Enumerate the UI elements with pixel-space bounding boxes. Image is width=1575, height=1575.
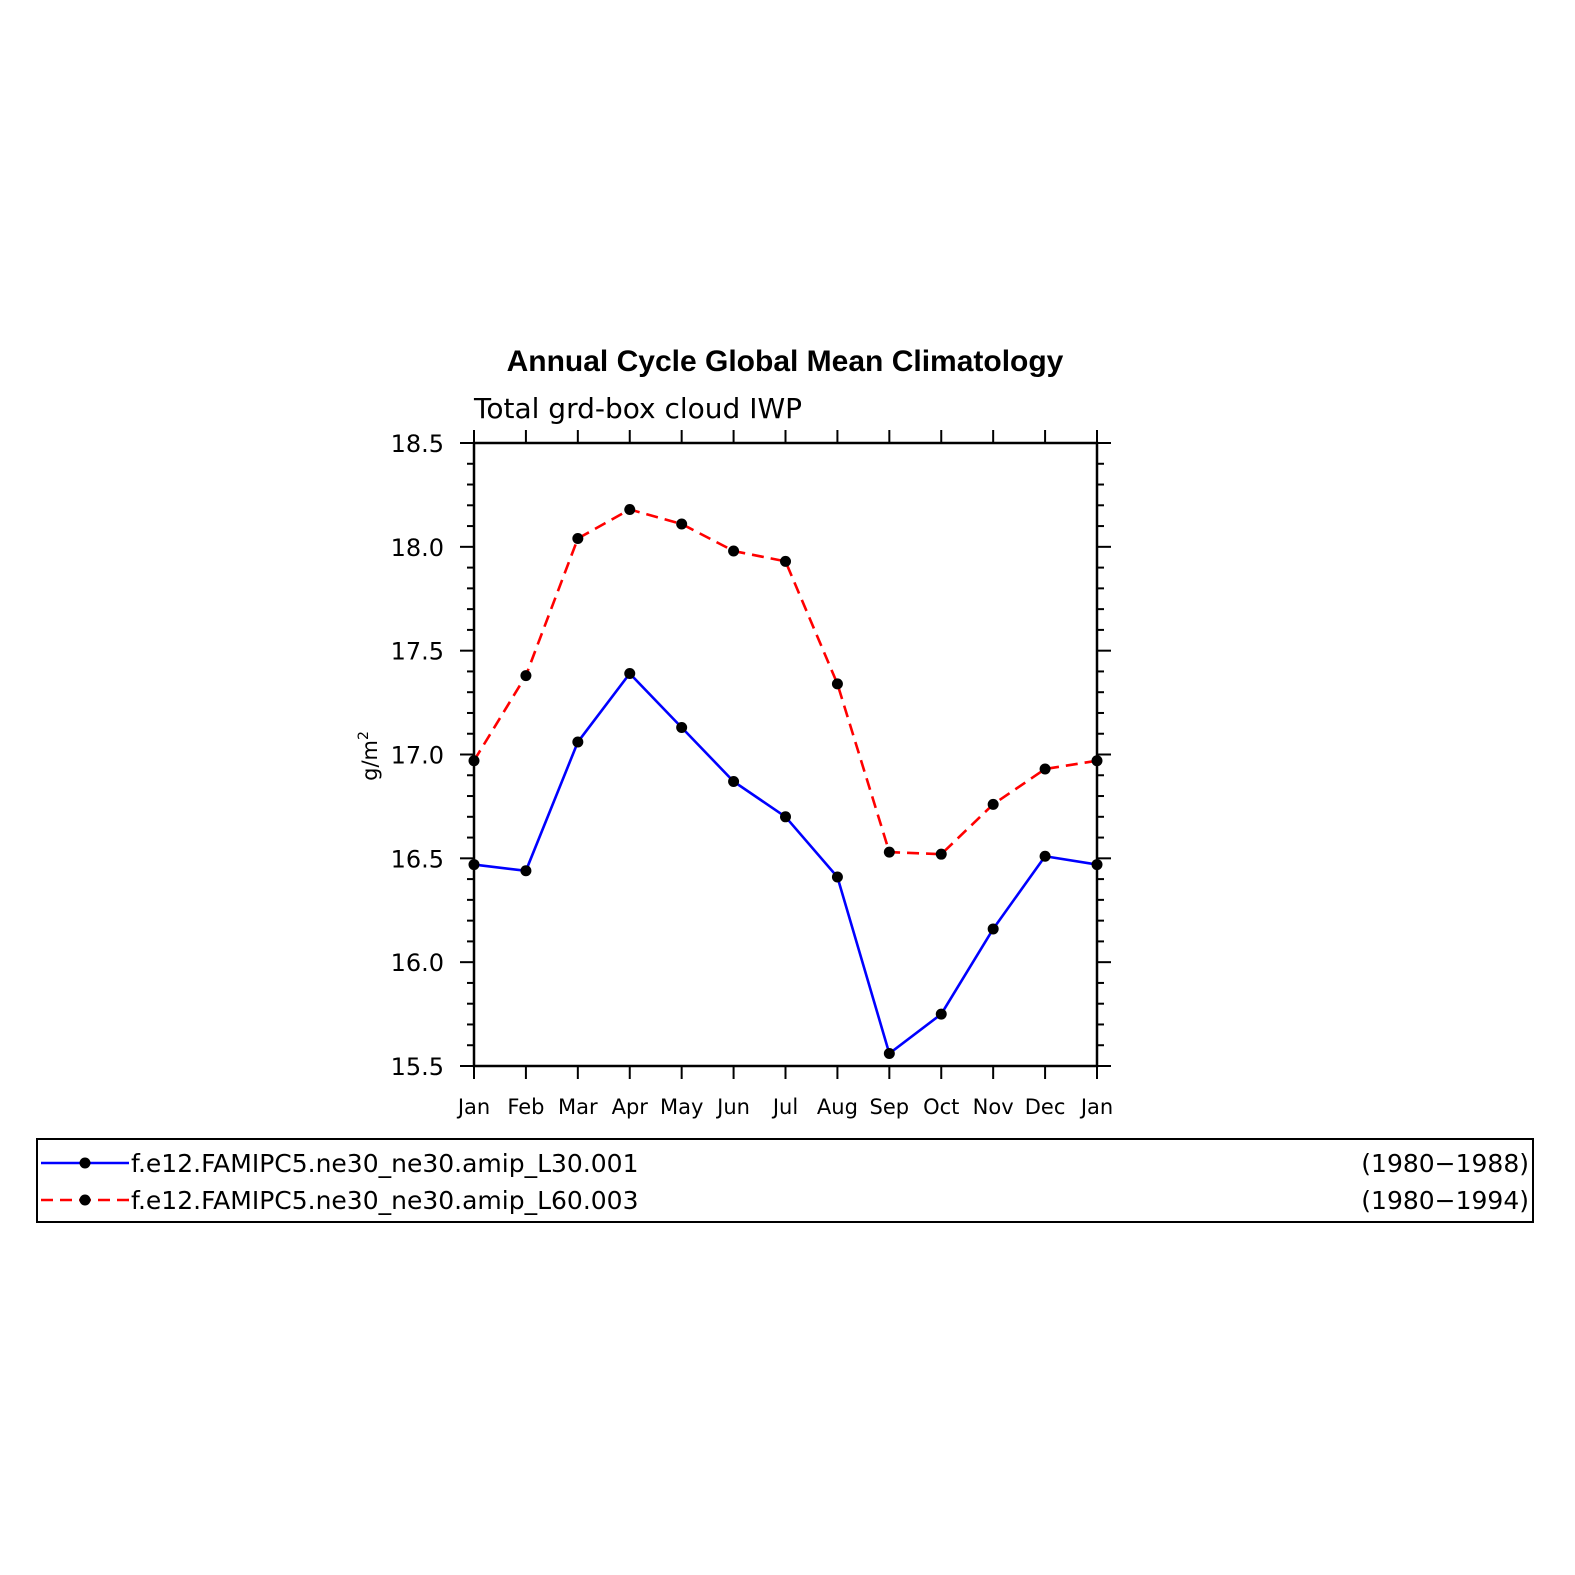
x-tick-label: Mar bbox=[558, 1095, 598, 1119]
series-point bbox=[520, 670, 532, 682]
y-tick-label: 17.0 bbox=[391, 742, 444, 770]
x-tick-label: Dec bbox=[1025, 1095, 1066, 1119]
x-tick-label: Jul bbox=[771, 1095, 798, 1119]
legend-box bbox=[36, 1138, 1534, 1223]
series-point bbox=[572, 533, 584, 545]
x-tick-label: Sep bbox=[870, 1095, 910, 1119]
series-point bbox=[624, 503, 636, 515]
series-point bbox=[935, 848, 947, 860]
series-point bbox=[520, 865, 532, 877]
y-tick-label: 17.5 bbox=[391, 638, 444, 666]
y-tick-label: 16.0 bbox=[391, 949, 444, 977]
x-tick-label: Apr bbox=[612, 1095, 649, 1119]
series-point bbox=[987, 798, 999, 810]
y-axis-label-superscript: 2 bbox=[356, 731, 372, 740]
x-tick-label: Jun bbox=[715, 1095, 750, 1119]
legend: f.e12.FAMIPC5.ne30_ne30.amip_L30.001 (198… bbox=[41, 1149, 1529, 1215]
series-point bbox=[1039, 763, 1051, 775]
y-axis-label-unit: g/m bbox=[358, 740, 382, 781]
series-point bbox=[987, 923, 999, 935]
legend-marker bbox=[79, 1194, 91, 1206]
legend-marker bbox=[79, 1157, 91, 1169]
x-tick-label: May bbox=[660, 1095, 703, 1119]
series-point bbox=[468, 859, 480, 871]
x-tick-label: Oct bbox=[923, 1095, 959, 1119]
series-point bbox=[780, 811, 791, 823]
series-point bbox=[572, 736, 584, 748]
y-axis-label: g/m2 bbox=[356, 731, 382, 781]
series-line bbox=[473, 671, 1098, 1056]
series-point bbox=[1091, 755, 1103, 767]
x-tick-label: Aug bbox=[817, 1095, 858, 1119]
x-tick-labels: Jan Feb Mar Apr May Jun Jul Aug Sep Oct Nov Dec Jan bbox=[456, 1095, 1113, 1119]
plot-axes bbox=[460, 430, 1111, 1079]
series-point bbox=[883, 846, 895, 858]
series-point bbox=[728, 775, 740, 787]
y-tick-label: 18.0 bbox=[391, 534, 444, 562]
legend-years: (1980−1988) bbox=[1361, 1149, 1529, 1178]
series-point bbox=[468, 755, 480, 767]
series-point bbox=[883, 1048, 895, 1060]
series-point bbox=[624, 668, 636, 680]
x-tick-label: Feb bbox=[507, 1095, 544, 1119]
chart-subtitle: Total grd-box cloud IWP bbox=[473, 392, 802, 425]
series-point bbox=[728, 545, 740, 557]
legend-label: f.e12.FAMIPC5.ne30_ne30.amip_L30.001 bbox=[131, 1149, 639, 1178]
series-point bbox=[1091, 859, 1103, 871]
chart-title: Annual Cycle Global Mean Climatology bbox=[507, 345, 1064, 378]
series-point bbox=[935, 1008, 947, 1020]
legend-label: f.e12.FAMIPC5.ne30_ne30.amip_L60.003 bbox=[131, 1186, 639, 1215]
x-tick-label: Jan bbox=[456, 1095, 490, 1119]
series-point bbox=[831, 871, 843, 883]
series-point bbox=[1039, 850, 1051, 862]
y-tick-label: 18.5 bbox=[391, 430, 444, 458]
x-tick-label: Nov bbox=[973, 1095, 1014, 1119]
x-tick-label: Jan bbox=[1079, 1095, 1113, 1119]
series-point bbox=[676, 518, 688, 530]
series-point bbox=[831, 678, 843, 690]
series-point bbox=[780, 555, 791, 567]
plot-frame bbox=[472, 441, 1099, 1068]
series-point bbox=[676, 722, 688, 734]
y-tick-label: 16.5 bbox=[391, 845, 444, 873]
series-group bbox=[468, 503, 1103, 1060]
y-tick-labels: 15.5 16.0 16.5 17.0 17.5 18.0 18.5 bbox=[391, 430, 444, 1081]
y-tick-label: 15.5 bbox=[391, 1053, 444, 1081]
legend-years: (1980−1994) bbox=[1361, 1186, 1529, 1215]
